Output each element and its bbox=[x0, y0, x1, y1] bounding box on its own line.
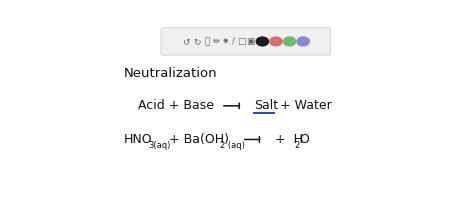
Ellipse shape bbox=[256, 37, 268, 46]
Text: O: O bbox=[299, 133, 309, 146]
Text: Acid + Base: Acid + Base bbox=[138, 99, 214, 112]
Text: +  H: + H bbox=[275, 133, 303, 146]
Text: ↺: ↺ bbox=[182, 37, 190, 46]
Ellipse shape bbox=[283, 37, 296, 46]
Text: Salt: Salt bbox=[254, 99, 278, 112]
Ellipse shape bbox=[270, 37, 282, 46]
Ellipse shape bbox=[297, 37, 310, 46]
Text: + Ba(OH): + Ba(OH) bbox=[169, 133, 229, 146]
Text: /: / bbox=[232, 37, 235, 46]
Text: ⯈: ⯈ bbox=[204, 37, 210, 46]
FancyBboxPatch shape bbox=[161, 28, 330, 55]
Text: ↻: ↻ bbox=[193, 37, 201, 46]
Text: + Water: + Water bbox=[280, 99, 331, 112]
Text: 2: 2 bbox=[295, 141, 300, 150]
Text: □: □ bbox=[237, 37, 246, 46]
Text: Neutralization: Neutralization bbox=[124, 67, 217, 80]
Text: HNO: HNO bbox=[124, 133, 152, 146]
Text: ▣: ▣ bbox=[246, 37, 255, 46]
Text: ✏: ✏ bbox=[212, 37, 220, 46]
Text: 3(aq): 3(aq) bbox=[148, 141, 171, 150]
Text: 2 (aq): 2 (aq) bbox=[220, 141, 245, 150]
Text: ✷: ✷ bbox=[221, 37, 229, 46]
